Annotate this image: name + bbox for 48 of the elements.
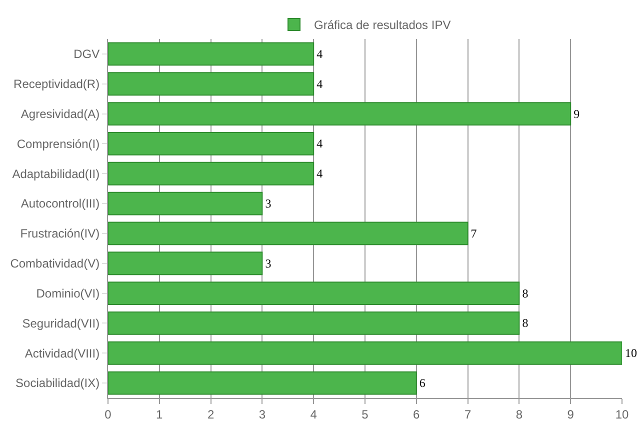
data-label: 4: [316, 136, 323, 151]
y-tick-label: Actividad(VIII): [24, 346, 100, 360]
y-tick-label: Combatividad(V): [10, 256, 100, 271]
x-tick-label: 9: [567, 407, 574, 422]
data-label: 4: [316, 76, 323, 91]
bar: [108, 192, 263, 216]
y-tick-label: Seguridad(VII): [22, 316, 100, 330]
data-label: 9: [574, 106, 580, 121]
y-tick-label: Frustración(IV): [20, 226, 100, 241]
y-tick-label: Receptividad(R): [14, 77, 100, 92]
bar: [108, 282, 520, 306]
bar: [108, 252, 263, 276]
y-tick-label: DGV: [74, 47, 100, 62]
x-tick-label: 8: [516, 407, 523, 422]
data-label: 4: [316, 166, 323, 181]
data-label: 8: [522, 286, 528, 300]
bar: [108, 72, 314, 96]
x-tick-label: 4: [310, 407, 318, 422]
data-label: 7: [470, 226, 477, 240]
x-tick-label: 0: [104, 407, 112, 422]
bar: [108, 341, 622, 365]
bar: [108, 222, 468, 246]
data-label: 8: [522, 316, 528, 330]
bar: [108, 311, 520, 335]
x-tick-label: 6: [413, 407, 420, 422]
bar: [108, 132, 314, 156]
data-label: 6: [419, 376, 426, 390]
y-tick-label: Sociabilidad(IX): [16, 376, 100, 390]
x-tick-label: 3: [258, 407, 266, 422]
y-tick-label: Comprensión(I): [16, 136, 100, 151]
y-tick-label: Agresividad(A): [20, 106, 100, 121]
bar: [108, 371, 417, 395]
legend-label: Gráfica de resultados IPV: [314, 18, 451, 32]
x-tick-label: 10: [615, 407, 629, 422]
data-label: 3: [265, 256, 272, 270]
x-tick-label: 1: [156, 407, 164, 422]
x-tick-label: 5: [362, 407, 369, 422]
x-tick-label: 2: [207, 407, 214, 422]
y-tick-label: Dominio(VI): [36, 286, 100, 300]
data-label: 3: [265, 196, 272, 211]
data-label: 10: [625, 346, 637, 360]
data-label: 4: [316, 46, 323, 61]
bar: [108, 102, 572, 126]
bar: [108, 42, 314, 66]
y-tick-label: Autocontrol(III): [20, 196, 100, 211]
x-tick-label: 7: [464, 407, 472, 422]
bar: [108, 162, 314, 186]
y-tick-label: Adaptabilidad(II): [12, 166, 100, 181]
